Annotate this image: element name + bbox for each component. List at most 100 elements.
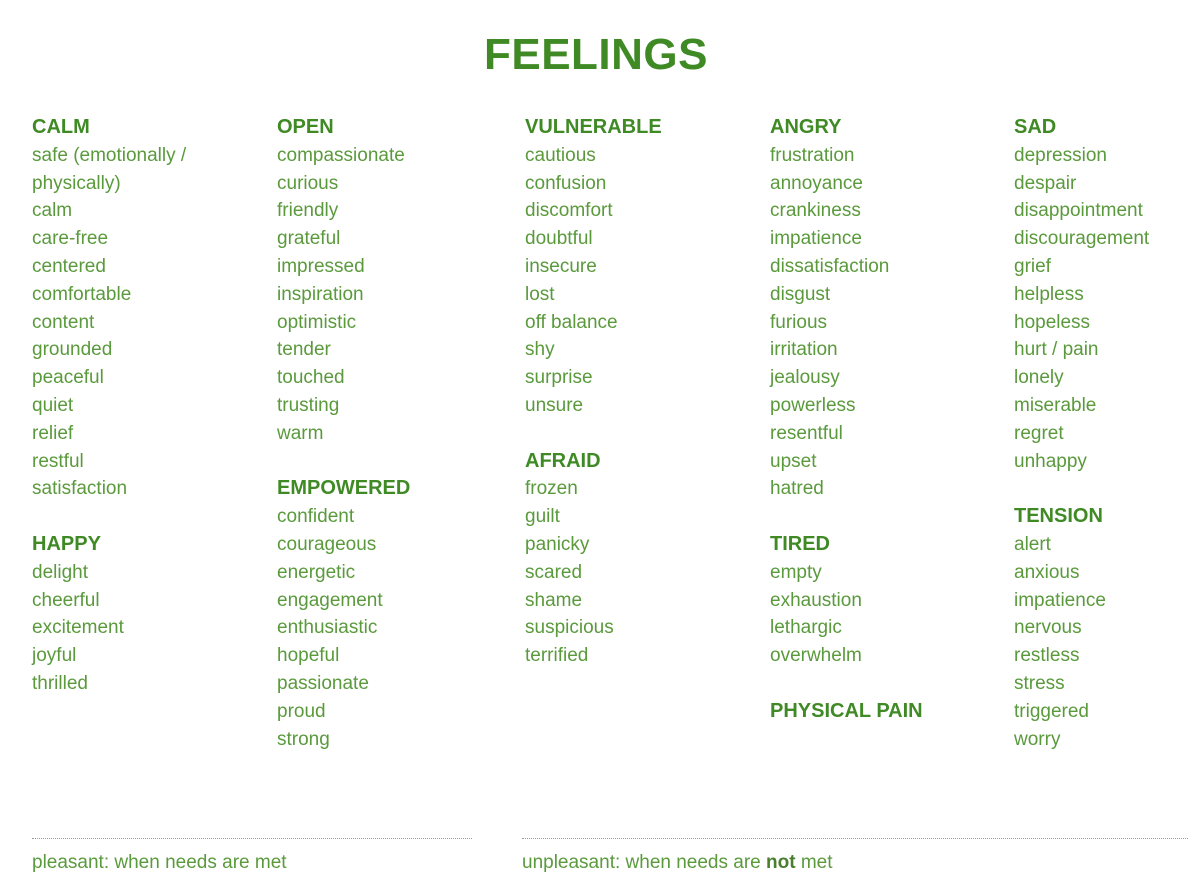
feeling-item: satisfaction xyxy=(32,478,128,500)
feelings-column: OPEN compassionate curious friendly grateful… xyxy=(277,114,410,753)
feeling-item: shy xyxy=(525,339,555,361)
feeling-item: safe (emotionally / xyxy=(32,144,187,166)
feeling-item: shame xyxy=(525,589,583,611)
feeling-item: peaceful xyxy=(32,367,104,389)
section-gap xyxy=(32,503,186,531)
section-gap xyxy=(770,503,923,531)
feeling-item: anxious xyxy=(1014,561,1080,583)
feeling-item: courageous xyxy=(277,533,377,555)
unpleasant-caption-suffix: met xyxy=(795,852,833,873)
feeling-item: enthusiastic xyxy=(277,617,378,639)
feeling-item: overwhelm xyxy=(770,645,862,667)
feeling-item: despair xyxy=(1014,172,1077,194)
section-gap xyxy=(1014,475,1149,503)
feeling-item: confident xyxy=(277,506,355,528)
category-heading: PHYSICAL PAIN xyxy=(770,699,923,722)
feeling-item: scared xyxy=(525,561,583,583)
feeling-item: hopeful xyxy=(277,645,340,667)
category-heading: SAD xyxy=(1014,116,1057,138)
category-heading: EMPOWERED xyxy=(277,477,411,500)
feeling-item: excitement xyxy=(32,617,124,639)
feeling-item: dissatisfaction xyxy=(770,255,890,277)
feeling-item: energetic xyxy=(277,561,356,583)
feeling-item: furious xyxy=(770,311,828,333)
feeling-item: care-free xyxy=(32,228,109,250)
feeling-item: compassionate xyxy=(277,144,405,166)
feeling-item: grounded xyxy=(32,339,113,361)
feeling-item: regret xyxy=(1014,422,1064,444)
feeling-item: frustration xyxy=(770,144,855,166)
feeling-item: friendly xyxy=(277,200,339,222)
feeling-item: proud xyxy=(277,700,326,722)
feeling-item: stress xyxy=(1014,672,1065,694)
page-title: FEELINGS xyxy=(483,30,709,79)
feeling-item: disappointment xyxy=(1014,200,1143,222)
feeling-item: nervous xyxy=(1014,617,1082,639)
feeling-item: depression xyxy=(1014,144,1107,166)
feelings-column: ANGRY frustration annoyance crankiness impat… xyxy=(770,114,923,726)
unpleasant-caption-emphasis: not xyxy=(766,852,796,873)
feeling-item: restful xyxy=(32,450,84,472)
feeling-item: discomfort xyxy=(525,200,613,222)
category-heading: TENSION xyxy=(1014,505,1103,528)
feeling-item: worry xyxy=(1014,728,1061,750)
feeling-item: strong xyxy=(277,728,330,750)
feeling-item: hurt / pain xyxy=(1014,339,1099,361)
feeling-item: annoyance xyxy=(770,172,863,194)
feeling-item: panicky xyxy=(525,533,590,555)
feeling-item: impatience xyxy=(1014,589,1106,611)
feeling-item: confusion xyxy=(525,172,607,194)
feeling-item: trusting xyxy=(277,394,340,416)
feeling-item: guilt xyxy=(525,506,560,528)
feelings-column: VULNERABLE cautious confusion discomfort dou… xyxy=(525,114,662,670)
feeling-item: warm xyxy=(277,422,324,444)
category-heading: ANGRY xyxy=(770,116,842,138)
feeling-item: inspiration xyxy=(277,283,364,305)
feelings-column: SAD depression despair disappointment discou… xyxy=(1014,114,1149,753)
feeling-item: triggered xyxy=(1014,700,1089,722)
feeling-item: empty xyxy=(770,561,822,583)
feeling-item: thrilled xyxy=(32,672,88,694)
category-heading: TIRED xyxy=(770,532,830,555)
feeling-item: unhappy xyxy=(1014,450,1087,472)
feeling-item: calm xyxy=(32,200,73,222)
section-gap xyxy=(770,670,923,698)
feeling-item: frozen xyxy=(525,478,578,500)
feeling-item: jealousy xyxy=(770,367,840,389)
unpleasant-caption-prefix: unpleasant: when needs are xyxy=(522,852,767,873)
feeling-item: impressed xyxy=(277,255,365,277)
feeling-item: relief xyxy=(32,422,74,444)
feeling-item: irritation xyxy=(770,339,838,361)
feeling-item: comfortable xyxy=(32,283,132,305)
feeling-item: exhaustion xyxy=(770,589,862,611)
feeling-item: insecure xyxy=(525,255,597,277)
feeling-item: upset xyxy=(770,450,817,472)
feeling-item: passionate xyxy=(277,672,369,694)
category-heading: HAPPY xyxy=(32,532,101,555)
feeling-item: touched xyxy=(277,367,345,389)
feeling-item: impatience xyxy=(770,228,862,250)
feeling-item: unsure xyxy=(525,394,584,416)
feeling-item: helpless xyxy=(1014,283,1084,305)
pleasant-caption: pleasant: when needs are met xyxy=(32,852,287,873)
feeling-item: content xyxy=(32,311,95,333)
feeling-item: cheerful xyxy=(32,589,100,611)
feeling-item: resentful xyxy=(770,422,843,444)
feeling-item: hopeless xyxy=(1014,311,1091,333)
feeling-item: disgust xyxy=(770,283,831,305)
feeling-item: discouragement xyxy=(1014,228,1150,250)
feeling-item: delight xyxy=(32,561,88,583)
feeling-item: grief xyxy=(1014,255,1051,277)
feeling-item: terrified xyxy=(525,645,589,667)
pleasant-divider xyxy=(32,838,472,839)
feeling-item: suspicious xyxy=(525,617,614,639)
feeling-item: lost xyxy=(525,283,555,305)
feeling-item: doubtful xyxy=(525,228,593,250)
feeling-item: joyful xyxy=(32,645,77,667)
unpleasant-caption: unpleasant: when needs are not met xyxy=(522,852,833,874)
category-heading: OPEN xyxy=(277,116,334,138)
feeling-item: curious xyxy=(277,172,339,194)
feeling-item: restless xyxy=(1014,645,1080,667)
feeling-item: miserable xyxy=(1014,394,1097,416)
feeling-item: alert xyxy=(1014,533,1051,555)
